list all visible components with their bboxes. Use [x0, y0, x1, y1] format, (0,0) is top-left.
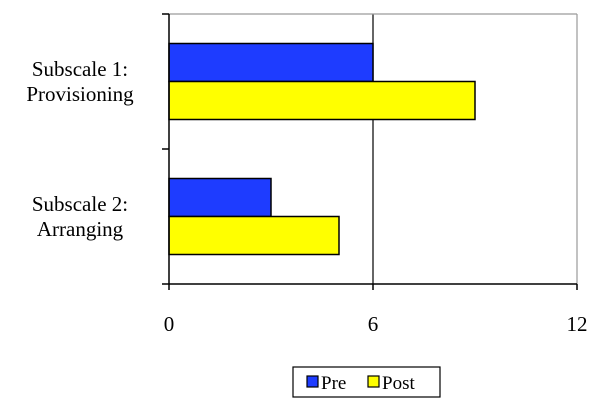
bar-pre-2 [168, 177, 272, 218]
category-label-2: Subscale 2: Arranging [32, 192, 128, 241]
legend: Pre Post [292, 366, 441, 398]
category-label-1: Subscale 1: Provisioning [26, 57, 134, 106]
legend-label-pre: Pre [321, 373, 346, 394]
bar-post-1 [168, 80, 476, 121]
category-label-1-line-1: Subscale 1: [32, 57, 128, 81]
category-labels: Subscale 1: Provisioning Subscale 2: Arrang… [26, 57, 134, 241]
category-label-2-line-2: Arranging [37, 217, 124, 241]
bar-post-2 [168, 215, 340, 256]
category-label-2-line-1: Subscale 2: [32, 192, 128, 216]
legend-label-post: Post [382, 373, 415, 394]
x-tick-label-0: 0 [164, 312, 175, 336]
x-tick-label-12: 12 [567, 312, 588, 336]
legend-swatch-pre [306, 375, 319, 388]
x-tick-label-6: 6 [368, 312, 379, 336]
bars [168, 42, 476, 256]
axes [162, 13, 578, 290]
legend-swatch-post [367, 375, 380, 388]
bar-pre-1 [168, 42, 374, 83]
category-label-1-line-2: Provisioning [26, 82, 134, 106]
tick-labels: 0 6 12 [164, 312, 588, 336]
